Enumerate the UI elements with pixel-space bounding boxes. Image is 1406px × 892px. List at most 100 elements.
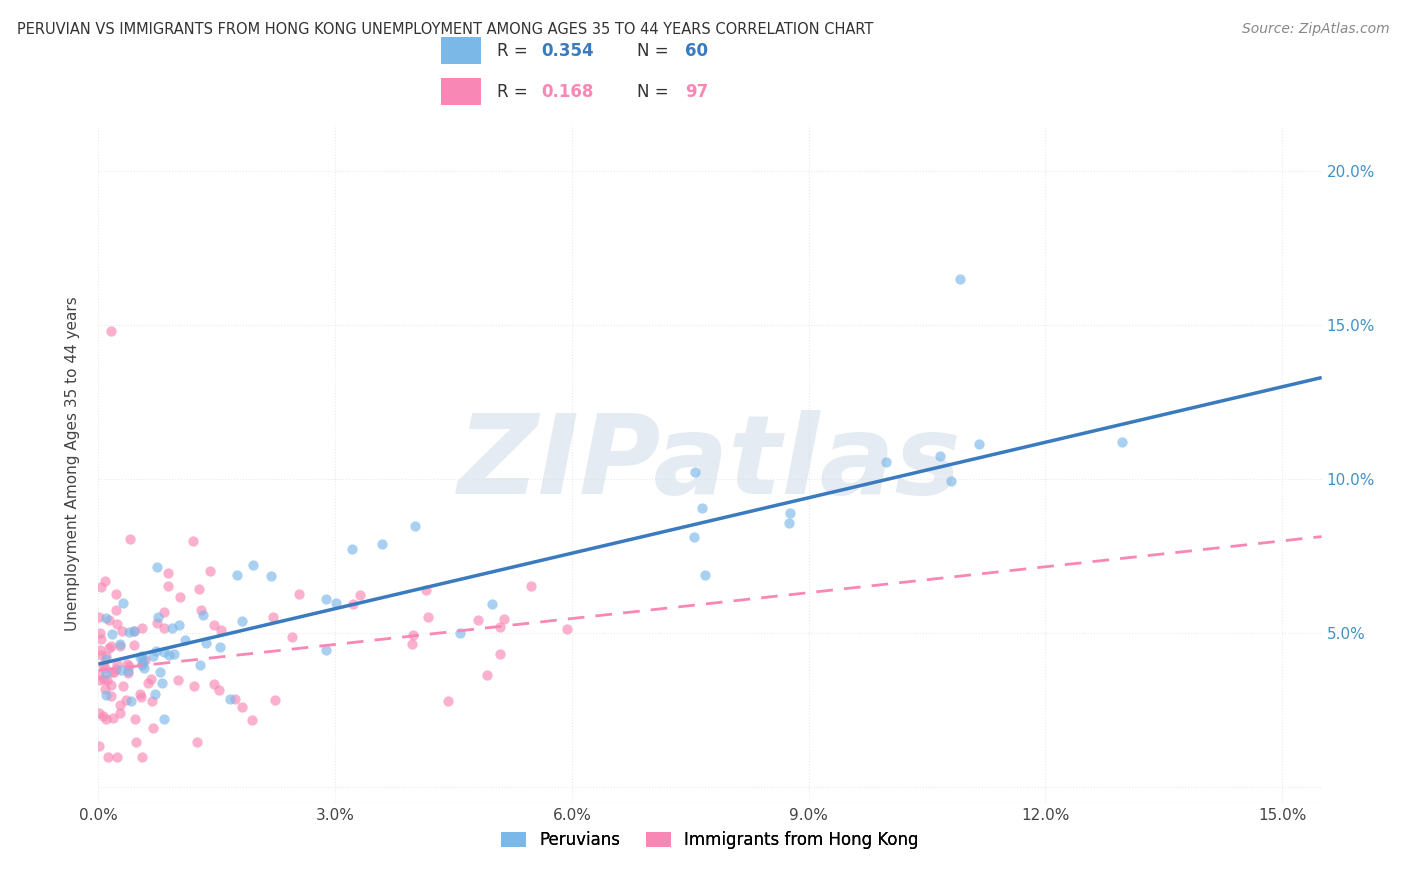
Point	[100, 690, 122, 704]
Point	[142, 721, 165, 735]
Text: N =: N =	[637, 83, 673, 101]
Point	[315, 591, 337, 606]
Point	[218, 692, 240, 706]
Point	[152, 621, 174, 635]
Point	[131, 654, 153, 668]
Point	[128, 687, 150, 701]
Point	[198, 564, 221, 578]
Point	[156, 566, 179, 581]
Point	[122, 624, 145, 638]
Point	[122, 638, 145, 652]
Point	[145, 644, 167, 658]
Point	[94, 649, 117, 664]
Point	[105, 587, 128, 601]
Point	[96, 665, 118, 680]
Text: 60: 60	[685, 42, 709, 60]
Point	[100, 639, 122, 653]
Point	[682, 530, 704, 544]
Point	[167, 618, 190, 632]
Point	[117, 657, 139, 672]
Point	[89, 625, 111, 640]
Point	[145, 687, 167, 701]
Point	[122, 624, 145, 638]
Point	[488, 620, 510, 634]
Point	[315, 642, 337, 657]
Text: Source: ZipAtlas.com: Source: ZipAtlas.com	[1241, 22, 1389, 37]
Point	[967, 437, 990, 451]
Point	[202, 677, 225, 691]
Point	[145, 616, 167, 631]
Point	[129, 690, 152, 704]
Text: R =: R =	[496, 83, 533, 101]
Point	[191, 608, 214, 623]
Text: N =: N =	[637, 42, 673, 60]
Point	[186, 735, 208, 749]
Point	[401, 628, 423, 642]
Point	[89, 668, 111, 682]
Point	[145, 560, 167, 574]
Point	[157, 648, 180, 662]
Text: 97: 97	[685, 83, 709, 101]
Point	[152, 605, 174, 619]
Point	[90, 632, 112, 646]
Point	[105, 603, 128, 617]
Point	[110, 663, 132, 677]
Point	[157, 578, 180, 592]
Text: ZIPatlas: ZIPatlas	[458, 410, 962, 517]
Point	[87, 706, 110, 720]
Point	[91, 657, 114, 672]
Point	[202, 617, 225, 632]
Point	[371, 537, 394, 551]
Point	[117, 659, 139, 673]
Point	[519, 579, 541, 593]
Point	[107, 749, 129, 764]
Point	[110, 698, 132, 712]
Point	[690, 501, 713, 516]
Point	[115, 692, 138, 706]
Point	[153, 712, 176, 726]
Point	[100, 678, 122, 692]
Point	[131, 621, 153, 635]
Point	[875, 455, 897, 469]
FancyBboxPatch shape	[441, 37, 481, 64]
Point	[136, 675, 159, 690]
Point	[96, 651, 118, 665]
Point	[117, 664, 139, 678]
Text: 0.354: 0.354	[541, 42, 593, 60]
Point	[415, 582, 437, 597]
Point	[695, 568, 717, 582]
Point	[110, 640, 132, 654]
Point	[104, 662, 127, 676]
Point	[93, 709, 115, 723]
Point	[118, 624, 141, 639]
Point	[128, 650, 150, 665]
Point	[101, 627, 124, 641]
Point	[939, 475, 962, 489]
Point	[183, 679, 205, 693]
Point	[208, 683, 231, 698]
Point	[163, 648, 186, 662]
Point	[97, 640, 120, 655]
Point	[209, 623, 232, 637]
Point	[96, 712, 118, 726]
Point	[263, 693, 285, 707]
Point	[150, 676, 173, 690]
Point	[105, 657, 128, 671]
Point	[188, 658, 211, 673]
Point	[94, 574, 117, 588]
Point	[96, 749, 118, 764]
Point	[477, 667, 499, 681]
Point	[131, 648, 153, 663]
Point	[224, 691, 246, 706]
Point	[90, 648, 112, 662]
Point	[779, 506, 801, 520]
FancyBboxPatch shape	[441, 78, 481, 105]
Point	[190, 603, 212, 617]
Point	[98, 613, 121, 627]
Point	[96, 688, 118, 702]
Point	[281, 630, 304, 644]
Point	[342, 597, 364, 611]
Y-axis label: Unemployment Among Ages 35 to 44 years: Unemployment Among Ages 35 to 44 years	[65, 296, 80, 632]
Point	[260, 569, 283, 583]
Point	[778, 516, 800, 531]
